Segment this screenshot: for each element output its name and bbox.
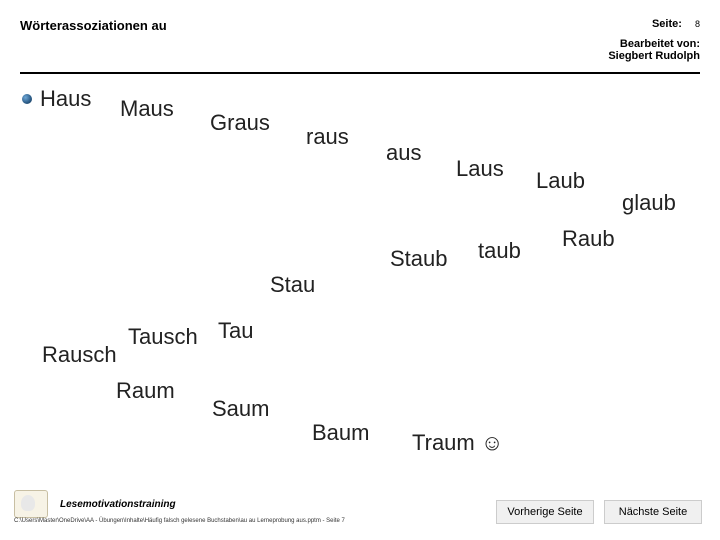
word-tausch: Tausch [128, 324, 198, 350]
editor-name: Siegbert Rudolph [608, 50, 700, 62]
bullet-icon [22, 94, 32, 104]
word-laub: Laub [536, 168, 585, 194]
word-raum: Raum [116, 378, 175, 404]
word-traum: Traum ☺ [412, 430, 503, 456]
header-right: Seite: 8 Bearbeitet von: Siegbert Rudolp… [608, 18, 700, 62]
word-canvas: Haus Maus Graus raus aus Laus Laub glaub… [0, 74, 720, 454]
footer-title: Lesemotivationstraining [60, 499, 176, 510]
footer-path: C:\Users\Master\OneDrive\AA - Übungen\In… [14, 518, 345, 524]
word-saum: Saum [212, 396, 269, 422]
word-graus: Graus [210, 110, 270, 136]
word-taub: taub [478, 238, 521, 264]
prev-page-button[interactable]: Vorherige Seite [496, 500, 594, 524]
logo-icon [14, 490, 48, 518]
word-staub: Staub [390, 246, 448, 272]
header: Wörterassoziationen au Seite: 8 Bearbeit… [0, 0, 720, 68]
word-maus: Maus [120, 96, 174, 122]
word-raub: Raub [562, 226, 615, 252]
editor-block: Bearbeitet von: Siegbert Rudolph [608, 38, 700, 62]
page-label: Seite: [652, 18, 682, 30]
word-rausch: Rausch [42, 342, 117, 368]
word-stau: Stau [270, 272, 315, 298]
footer: Lesemotivationstraining C:\Users\Master\… [0, 480, 720, 540]
editor-label: Bearbeitet von: [620, 38, 700, 50]
page-number: 8 [695, 19, 700, 29]
word-glaub: glaub [622, 190, 676, 216]
next-page-button[interactable]: Nächste Seite [604, 500, 702, 524]
word-raus: raus [306, 124, 349, 150]
page-title: Wörterassoziationen au [20, 18, 167, 62]
page-indicator: Seite: 8 [608, 18, 700, 30]
word-baum: Baum [312, 420, 369, 446]
word-tau: Tau [218, 318, 253, 344]
word-haus: Haus [40, 86, 91, 112]
word-aus: aus [386, 140, 421, 166]
word-laus: Laus [456, 156, 504, 182]
